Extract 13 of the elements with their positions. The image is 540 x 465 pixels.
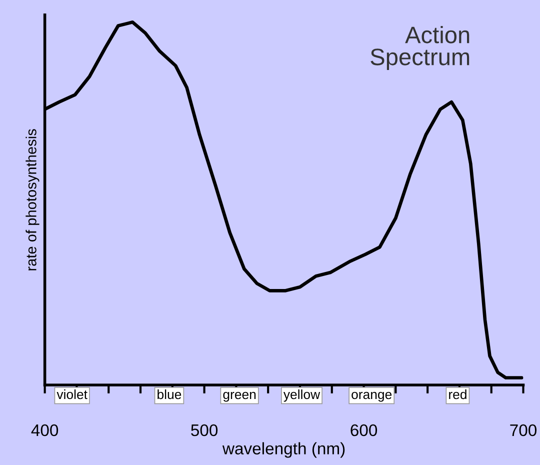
x-tick-label: 400 [31, 424, 58, 436]
x-tick-label: 700 [510, 424, 537, 436]
text: yellow [283, 389, 320, 402]
text: red [449, 389, 466, 400]
text: blue [158, 389, 182, 400]
x-tick-label: 600 [350, 424, 378, 436]
text: violet [56, 389, 88, 400]
text: Action Spectrum [370, 26, 470, 70]
y-axis-title: rate of photosynthesis [26, 129, 40, 270]
x-tick-label: 500 [191, 424, 218, 436]
x-axis-title: wavelength (nm) [222, 442, 345, 458]
text: orange [352, 392, 392, 402]
text: green [223, 392, 256, 402]
